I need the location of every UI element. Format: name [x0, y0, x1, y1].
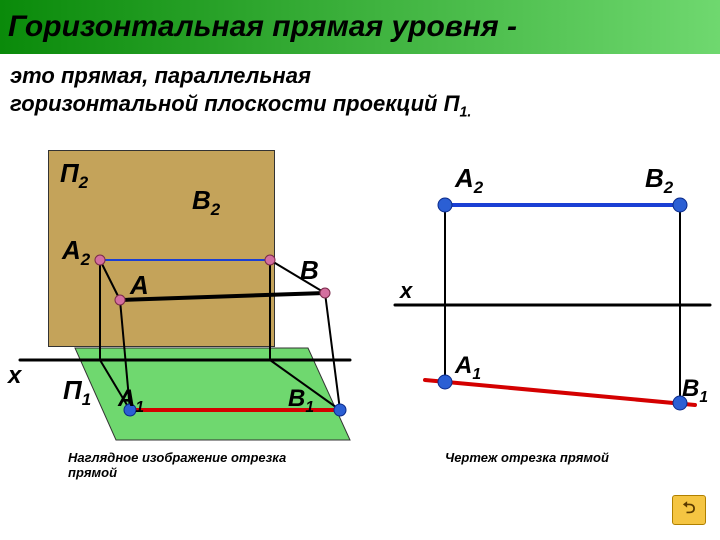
left-label-A1: А1 — [118, 385, 144, 417]
left-label-B1: В1 — [288, 385, 314, 417]
left-label-B2: В2 — [192, 185, 220, 220]
right-caption: Чертеж отрезка прямой — [445, 450, 665, 465]
right-label-A2: А2 — [455, 163, 483, 198]
right-label-A1: А1 — [455, 352, 481, 384]
subtitle-sub: 1. — [459, 104, 471, 120]
return-button[interactable]: ⮌ — [672, 495, 706, 525]
right-label-B1: В1 — [682, 375, 708, 407]
left-label-x: x — [8, 362, 21, 390]
diagram-canvas: П2 П1 А2 В2 А В А1 В1 x А2 В2 А1 В1 x Наглядное изобра… — [0, 130, 720, 510]
right-label-x: x — [400, 278, 412, 304]
return-icon: ⮌ — [683, 497, 696, 524]
left-label-A: А — [130, 270, 149, 301]
left-label-P2: П2 — [60, 158, 88, 193]
title-bar: Горизонтальная прямая уровня - — [0, 0, 720, 54]
left-caption: Наглядное изображение отрезка прямой — [68, 450, 288, 480]
subtitle-line1: это прямая, параллельная — [10, 63, 311, 88]
left-label-A2: А2 — [62, 235, 90, 270]
page-title: Горизонтальная прямая уровня - — [8, 10, 517, 44]
subtitle-line2: горизонтальной плоскости проекций П — [10, 91, 459, 116]
left-label-B: В — [300, 255, 319, 286]
subtitle: это прямая, параллельная горизонтальной … — [0, 54, 720, 122]
left-label-P1: П1 — [63, 375, 91, 410]
right-label-B2: В2 — [645, 163, 673, 198]
